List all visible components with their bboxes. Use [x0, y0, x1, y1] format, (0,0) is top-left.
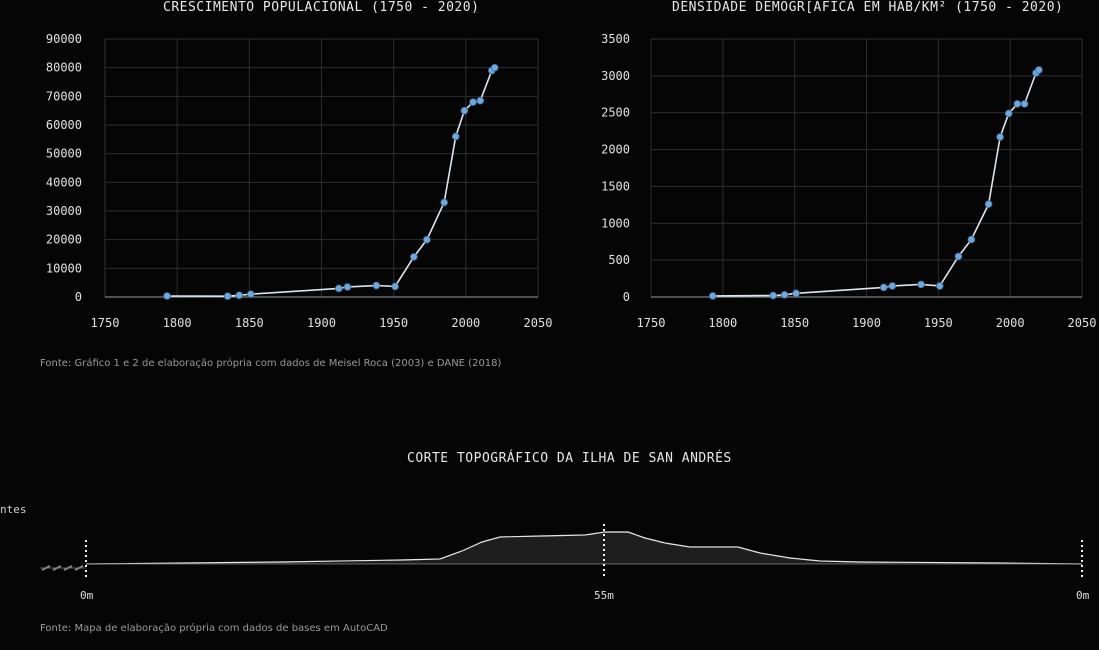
y-tick-label: 2000 — [601, 143, 630, 157]
x-tick-label: 1850 — [780, 316, 809, 330]
data-point — [967, 235, 976, 244]
x-tick-label: 2000 — [451, 316, 480, 330]
y-tick-label: 2500 — [601, 106, 630, 120]
chart1: 1750 1800 1850 1900 1950 2000 2050 0 10000 20000 3… — [46, 32, 553, 330]
topo-section-title: CORTE TOPOGRÁFICO DA ILHA DE SAN ANDRÉS — [407, 451, 732, 466]
y-tick-label: 90000 — [46, 32, 82, 46]
topo-hatch — [86, 532, 1082, 564]
y-tick-label: 10000 — [46, 261, 82, 275]
y-tick-label: 80000 — [46, 61, 82, 75]
x-tick-label: 1800 — [163, 316, 192, 330]
x-tick-label: 1750 — [637, 316, 666, 330]
data-point — [708, 292, 717, 300]
y-tick-label: 20000 — [46, 233, 82, 247]
x-tick-label: 2000 — [996, 316, 1025, 330]
y-tick-label: 30000 — [46, 204, 82, 218]
x-tick-label: 1900 — [852, 316, 881, 330]
topo-label-right: 0m — [1076, 589, 1090, 602]
x-tick-label: 1950 — [924, 316, 953, 330]
y-tick-label: 500 — [608, 253, 630, 267]
data-point — [1020, 100, 1029, 108]
x-tick-label: 1800 — [708, 316, 737, 330]
y-tick-label: 70000 — [46, 89, 82, 103]
data-point — [235, 291, 244, 300]
x-tick-label: 1850 — [235, 316, 264, 330]
data-point — [996, 133, 1004, 141]
data-point — [1035, 66, 1043, 74]
y-tick-label: 1500 — [601, 179, 630, 193]
data-point — [935, 282, 944, 290]
topo-outline — [85, 531, 1083, 565]
data-point — [879, 283, 888, 292]
charts-source-note: Fonte: Gráfico 1 e 2 de elaboração própr… — [40, 358, 502, 369]
data-point — [917, 280, 925, 289]
y-tick-label: 0 — [623, 290, 630, 304]
topo-side-label: ntes — [0, 503, 27, 516]
data-point — [246, 290, 255, 298]
data-point — [792, 289, 800, 298]
y-tick-label: 40000 — [46, 175, 82, 189]
data-point — [223, 292, 232, 300]
data-point — [343, 283, 352, 291]
data-point — [451, 132, 460, 141]
chart1-title: CRESCIMENTO POPULACIONAL (1750 - 2020) — [163, 0, 480, 15]
data-point — [372, 281, 381, 290]
y-tick-label: 3000 — [601, 69, 630, 83]
data-point — [391, 282, 399, 291]
data-point — [954, 252, 963, 261]
data-point — [490, 63, 499, 72]
x-tick-label: 1900 — [307, 316, 336, 330]
y-tick-label: 50000 — [46, 147, 82, 161]
y-tick-label: 60000 — [46, 118, 82, 132]
data-point — [460, 106, 469, 115]
data-point — [163, 292, 171, 300]
data-point — [984, 200, 993, 208]
data-point — [888, 282, 897, 290]
data-point — [423, 235, 431, 244]
data-point — [440, 198, 448, 207]
topo-source-note: Fonte: Mapa de elaboração própria com da… — [40, 623, 388, 634]
topo-label-left: 0m — [80, 589, 94, 602]
data-point — [476, 96, 485, 105]
data-point — [469, 98, 477, 106]
x-tick-label: 2050 — [524, 316, 553, 330]
data-point — [335, 284, 343, 293]
y-tick-label: 3500 — [601, 32, 630, 46]
x-tick-label: 2050 — [1068, 316, 1097, 330]
y-tick-label: 0 — [75, 290, 82, 304]
y-tick-label: 1000 — [601, 216, 630, 230]
data-point — [1004, 109, 1013, 118]
chart2-title: DENSIDADE DEMOGR[AFICA EM HAB/KM² (1750 … — [672, 0, 1064, 15]
data-point — [410, 253, 418, 261]
topo-label-mid: 55m — [594, 589, 614, 602]
data-point — [780, 290, 789, 299]
data-point — [769, 291, 777, 300]
chart2: 1750 1800 1850 1900 1950 2000 2050 0 500 1000 1500… — [601, 32, 1096, 330]
x-tick-label: 1750 — [91, 316, 120, 330]
x-tick-label: 1950 — [379, 316, 408, 330]
